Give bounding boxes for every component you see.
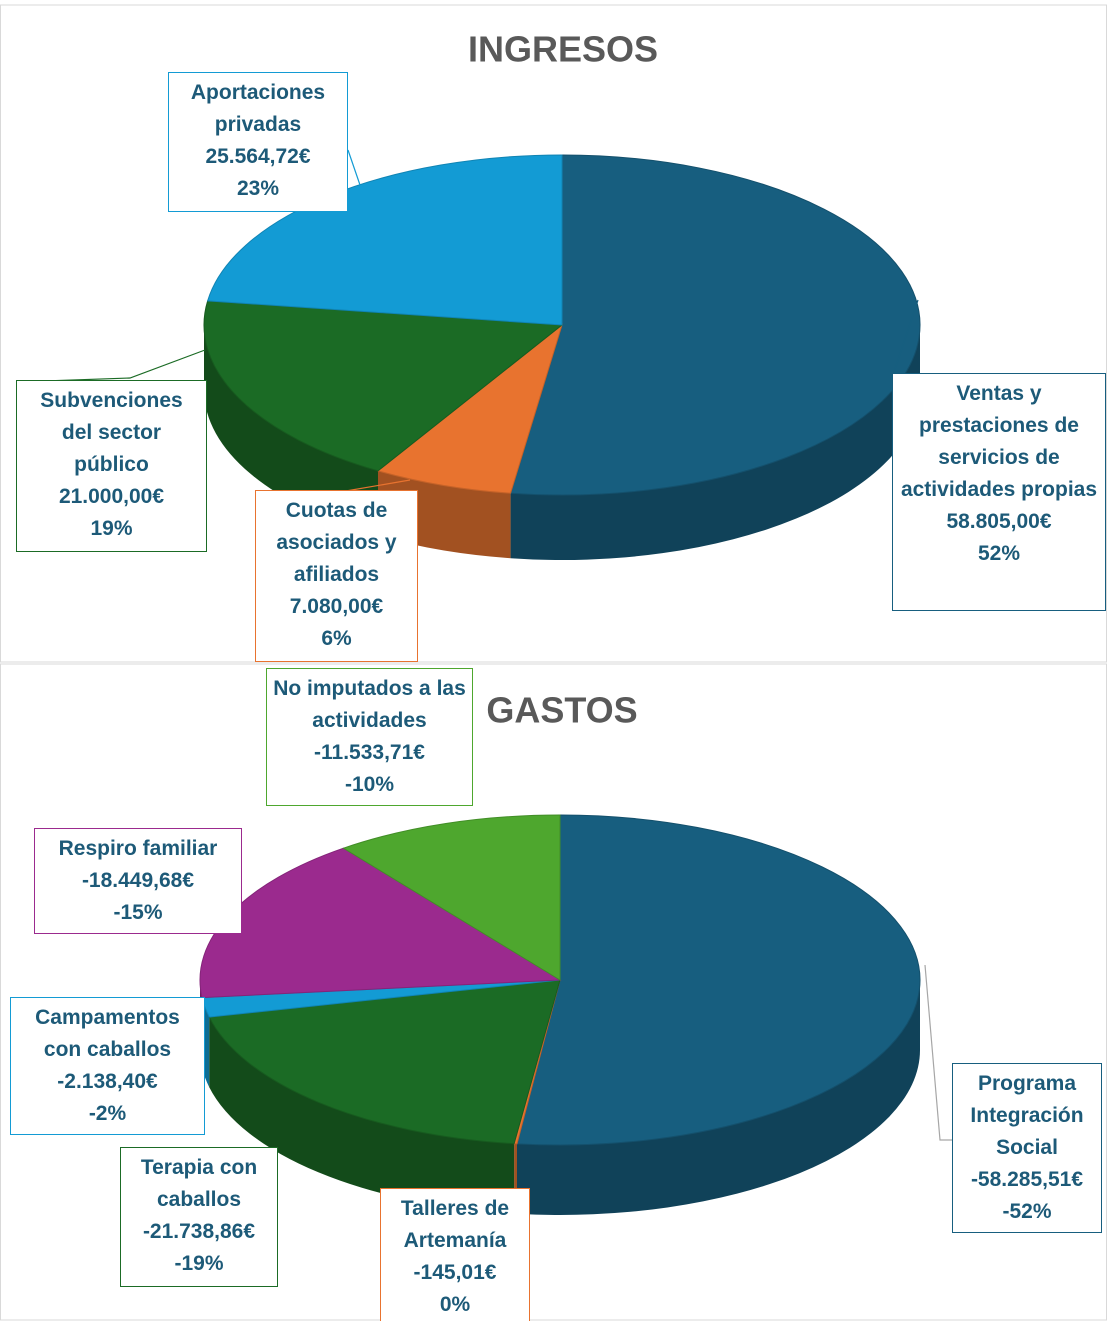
data-label: Cuotas de asociados y afiliados 7.080,00€… <box>255 490 418 662</box>
pie-slice <box>208 979 561 1145</box>
value-label: 21.000,00€ <box>58 485 165 508</box>
chart-title: GASTOS <box>486 690 637 731</box>
category-label: Ventas y prestaciones de servicios de ac… <box>900 382 1098 501</box>
percent-label: 23% <box>236 177 280 200</box>
value-label: 58.805,00€ <box>946 510 1052 533</box>
leader-line <box>15 349 206 383</box>
panel <box>0 663 1107 1321</box>
value-label: 7.080,00€ <box>289 595 384 618</box>
percent-label: 6% <box>321 627 352 650</box>
panel <box>0 4 1107 663</box>
percent-label: 52% <box>977 542 1021 565</box>
value-label: 25.564,72€ <box>205 145 311 168</box>
leader-line <box>891 299 919 379</box>
data-label: Respiro familiar -18.449,68€ -15% <box>34 828 242 934</box>
pie-slice <box>516 814 921 1146</box>
percent-label: 0% <box>439 1293 471 1316</box>
pie-slice-side <box>516 980 920 1215</box>
category-label: Aportaciones privadas <box>190 81 326 136</box>
value-label: -18.449,68€ <box>81 869 195 892</box>
percent-label: 19% <box>90 517 133 540</box>
category-label: Programa Integración Social <box>970 1072 1084 1159</box>
pie-slice-side <box>209 1017 515 1214</box>
pie-slice-side <box>204 325 379 536</box>
data-label: No imputados a las actividades -11.533,71… <box>266 668 473 806</box>
data-label: Programa Integración Social -58.285,51€ -5… <box>952 1063 1102 1233</box>
chart-title: INGRESOS <box>468 29 658 70</box>
value-label: -145,01€ <box>413 1261 497 1284</box>
data-label: Ventas y prestaciones de servicios de ac… <box>892 373 1106 611</box>
category-label: Respiro familiar <box>58 837 218 860</box>
data-label: Aportaciones privadas 25.564,72€ 23% <box>168 72 348 212</box>
leader-line <box>347 149 361 186</box>
value-label: -2.138,40€ <box>57 1070 158 1093</box>
category-label: Talleres de Artemanía <box>400 1197 510 1252</box>
data-label: Campamentos con caballos -2.138,40€ -2% <box>10 997 205 1135</box>
pie-slice <box>203 300 564 472</box>
value-label: -21.738,86€ <box>142 1220 256 1243</box>
category-label: Subvenciones del sector público <box>40 389 183 476</box>
percent-label: -52% <box>1002 1200 1052 1223</box>
value-label: -58.285,51€ <box>970 1168 1084 1191</box>
category-label: Campamentos con caballos <box>35 1006 180 1061</box>
category-label: Terapia con caballos <box>140 1156 258 1211</box>
pie-slice-side <box>510 325 920 560</box>
category-label: Cuotas de asociados y afiliados <box>276 499 397 586</box>
pie-slice <box>376 323 563 494</box>
category-label: No imputados a las actividades <box>273 677 466 732</box>
percent-label: -15% <box>113 901 163 924</box>
percent-label: -2% <box>88 1102 127 1125</box>
percent-label: -19% <box>174 1252 224 1275</box>
pie-slice <box>342 814 561 981</box>
data-label: Subvenciones del sector público 21.000,00… <box>16 380 207 552</box>
data-label: Talleres de Artemanía -145,01€ 0% <box>380 1188 530 1321</box>
percent-label: -10% <box>344 773 395 796</box>
pie-slice <box>509 154 921 496</box>
data-label: Terapia con caballos -21.738,86€ -19% <box>120 1147 278 1287</box>
leader-line <box>924 964 952 1141</box>
value-label: -11.533,71€ <box>314 741 425 764</box>
